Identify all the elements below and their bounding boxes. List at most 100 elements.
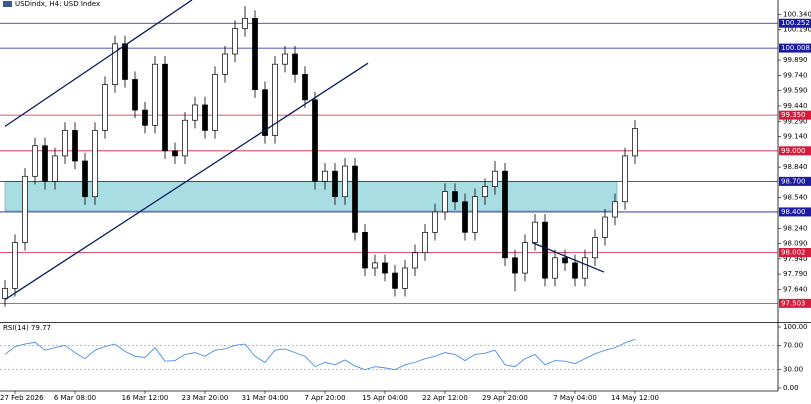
candle-body [522, 242, 528, 274]
candle-body [172, 150, 178, 157]
candle-body [532, 221, 538, 243]
level-label: 100.008 [781, 44, 810, 52]
rsi-tick-label: 0.00 [783, 384, 799, 392]
level-label: 100.252 [781, 19, 810, 27]
candle-body [392, 272, 398, 289]
candle-body [222, 53, 228, 75]
candle-body [442, 191, 448, 213]
level-label-box [779, 298, 811, 308]
rsi-tick-label: 100.00 [783, 323, 808, 331]
level-label: 97.503 [781, 299, 806, 307]
candle-body [592, 237, 598, 259]
candle-body [352, 165, 358, 233]
candle-body [232, 28, 238, 55]
chart-title: USDindx, H4: USD Index [15, 0, 100, 8]
level-label: 98.400 [781, 208, 806, 216]
x-tick-label: 15 Apr 04:00 [362, 394, 408, 402]
candle-body [62, 130, 68, 157]
candle-body [112, 43, 118, 85]
candle-body [402, 267, 408, 289]
candle-body [482, 186, 488, 198]
x-tick-label: 6 Mar 08:00 [54, 394, 96, 402]
support-zone [4, 181, 618, 212]
rsi-tick-label: 70.00 [783, 341, 803, 349]
candle-body [152, 63, 158, 126]
candle-body [312, 99, 318, 182]
y-tick-label: 99.590 [783, 87, 808, 95]
candle-body [132, 79, 138, 111]
candle-body [512, 257, 518, 274]
candle-body [22, 175, 28, 243]
candle-body [212, 74, 218, 131]
candle-body [272, 63, 278, 136]
y-tick-label: 99.890 [783, 56, 808, 64]
level-label-box [779, 43, 811, 53]
candle-body [2, 288, 8, 299]
candle-body [82, 160, 88, 198]
level-label-box [779, 176, 811, 186]
candle-body [42, 145, 48, 182]
candle-body [242, 17, 248, 29]
x-tick-label: 14 May 12:00 [611, 394, 659, 402]
candle-body [282, 53, 288, 65]
candle-body [492, 170, 498, 187]
candle-body [202, 104, 208, 131]
y-tick-label: 99.440 [783, 102, 808, 110]
x-tick-label: 16 Mar 12:00 [122, 394, 169, 402]
candle-body [192, 104, 198, 121]
candle-body [542, 221, 548, 279]
candle-body [602, 216, 608, 238]
candle-body [302, 74, 308, 101]
candle-body [362, 231, 368, 269]
level-label: 98.700 [781, 177, 806, 185]
y-tick-label: 100.190 [783, 26, 811, 34]
x-tick-label: 29 Apr 20:00 [482, 394, 528, 402]
rsi-tick-label: 30.00 [783, 366, 803, 374]
x-tick-label: 23 Mar 20:00 [182, 394, 229, 402]
rsi-title: RSI(14) 79.77 [3, 324, 51, 332]
price-pane [0, 0, 778, 307]
candle-body [622, 155, 628, 203]
candle-body [92, 130, 98, 198]
level-label-box [779, 146, 811, 156]
level-label: 99.000 [781, 147, 806, 155]
candle-body [462, 201, 468, 233]
candle-body [412, 252, 418, 269]
trendline [4, 0, 193, 127]
y-tick-label: 97.790 [783, 270, 808, 278]
candle-body [382, 262, 388, 274]
x-tick-label: 22 Apr 12:00 [422, 394, 468, 402]
candle-body [292, 53, 298, 75]
candle-body [142, 109, 148, 126]
y-tick-label: 97.640 [783, 285, 808, 293]
candle-body [422, 231, 428, 254]
candle-body [452, 191, 458, 203]
candle-body [472, 196, 478, 233]
candle-body [262, 89, 268, 136]
candle-body [612, 201, 618, 218]
trendline [531, 241, 605, 273]
candle-body [52, 155, 58, 182]
level-label-box [779, 248, 811, 258]
level-label-box [779, 207, 811, 217]
candle-body [32, 145, 38, 177]
x-tick-label: 7 May 04:00 [553, 394, 597, 402]
y-tick-label: 99.740 [783, 71, 808, 79]
y-tick-label: 98.240 [783, 224, 808, 232]
candle-body [322, 170, 328, 182]
level-label: 99.350 [781, 111, 806, 119]
trendline [4, 62, 369, 301]
candle-body [182, 119, 188, 157]
level-label: 98.002 [781, 249, 806, 257]
y-tick-label: 98.540 [783, 194, 808, 202]
candle-body [502, 170, 508, 259]
x-tick-label: 7 Apr 20:00 [304, 394, 345, 402]
candle-body [632, 128, 638, 157]
candle-body [72, 130, 78, 162]
candle-body [582, 257, 588, 279]
candle-body [432, 211, 438, 233]
candle-body [12, 242, 18, 289]
candle-body [332, 170, 338, 198]
candle-body [372, 262, 378, 269]
